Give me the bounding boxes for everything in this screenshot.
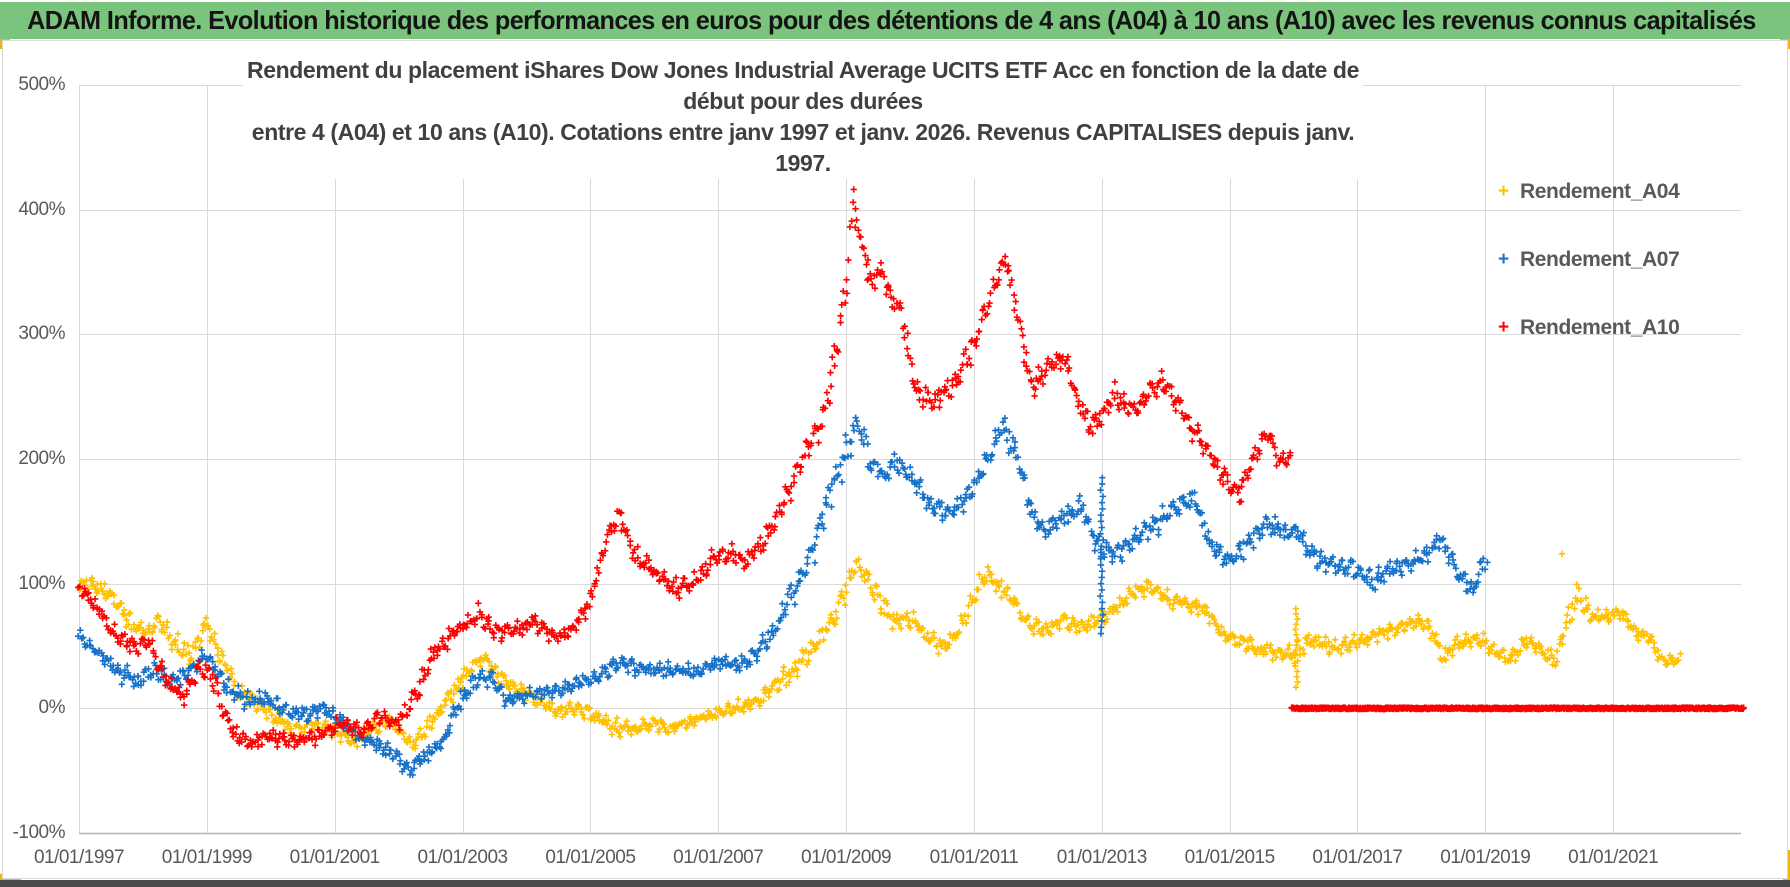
x-tick-label: 01/01/2013 [1056, 847, 1148, 868]
header-title: ADAM Informe. Evolution historique des p… [27, 5, 1756, 35]
y-tick-label: -100% [12, 822, 66, 843]
x-tick-label: 01/01/2009 [801, 847, 892, 868]
legend-marker-icon: + [1498, 249, 1510, 270]
y-tick-label: 500% [18, 74, 65, 95]
legend-label: Rendement_A10 [1520, 316, 1680, 339]
x-tick-label: 01/01/2015 [1184, 847, 1276, 868]
legend-item-Rendement_A04[interactable]: + Rendement_A04 [1498, 179, 1680, 205]
y-tick-label: 100% [18, 572, 65, 594]
y-tick-label: 0% [38, 697, 66, 719]
legend-label: Rendement_A04 [1520, 180, 1680, 203]
x-tick-label: 01/01/1999 [161, 847, 253, 868]
x-tick-label: 01/01/2011 [929, 847, 1019, 868]
x-tick-label: 01/01/2021 [1568, 847, 1659, 868]
y-tick-label: 200% [18, 448, 65, 469]
x-tick-label: 01/01/2001 [289, 847, 381, 868]
y-tick-label: 300% [18, 323, 65, 345]
x-tick-label: 01/01/1997 [33, 847, 125, 868]
legend-marker-icon: + [1498, 317, 1510, 338]
chart-title-line1: Rendement du placement iShares Dow Jones… [247, 57, 1359, 114]
x-tick-label: 01/01/2017 [1312, 847, 1403, 868]
x-tick-label: 01/01/2003 [417, 847, 508, 868]
x-tick-label: 01/01/2005 [545, 847, 636, 868]
chart: Rendement du placement iShares Dow Jones… [2, 40, 1788, 879]
legend-item-Rendement_A07[interactable]: + Rendement_A07 [1498, 247, 1680, 273]
legend-marker-icon: + [1498, 181, 1510, 202]
legend-item-Rendement_A10[interactable]: + Rendement_A10 [1498, 315, 1680, 341]
x-tick-label: 01/01/2007 [673, 847, 764, 868]
chart-title-line2: entre 4 (A04) et 10 ans (A10). Cotations… [251, 119, 1355, 176]
plot-area-canvas[interactable] [3, 41, 1787, 878]
x-tick-label: 01/01/2019 [1440, 847, 1531, 868]
y-tick-label: 400% [18, 198, 65, 220]
header-bar: ADAM Informe. Evolution historique des p… [0, 2, 1790, 39]
bottom-bar [0, 880, 1790, 887]
chart-title: Rendement du placement iShares Dow Jones… [243, 55, 1363, 179]
legend: + Rendement_A04 + Rendement_A07 + Rendement_A… [1498, 179, 1680, 383]
legend-label: Rendement_A07 [1520, 248, 1680, 271]
